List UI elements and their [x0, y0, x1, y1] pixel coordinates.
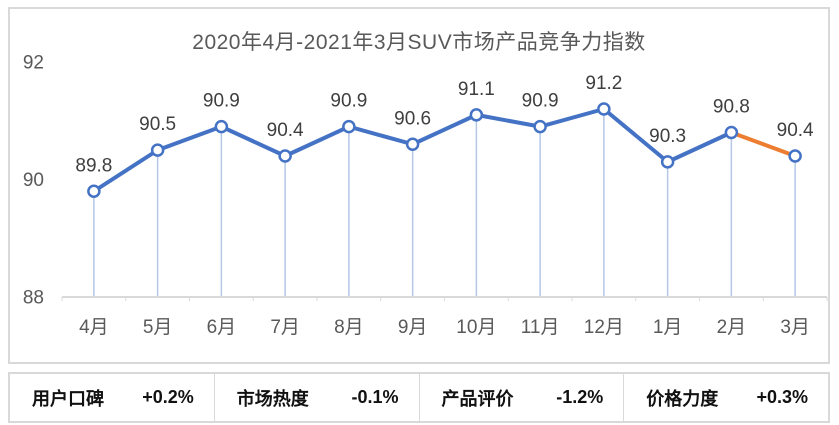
stat-cell-0: 用户口碑 +0.2% — [10, 374, 214, 421]
y-axis-label: 90 — [23, 170, 44, 191]
series-segment-highlight — [729, 130, 798, 158]
series-segment — [410, 112, 479, 147]
data-point-marker — [533, 119, 547, 134]
data-label: 90.9 — [203, 91, 240, 112]
x-axis-label: 3月 — [780, 317, 810, 338]
data-label: 89.8 — [75, 155, 112, 176]
x-axis-label: 2月 — [717, 317, 747, 338]
x-axis-label: 10月 — [456, 317, 496, 338]
stat-value: -0.1% — [351, 387, 399, 407]
stats-bar: 用户口碑 +0.2% 市场热度 -0.1% 产品评价 -1.2% 价格力度 +0.3% — [8, 372, 830, 423]
stat-label: 市场热度 — [236, 388, 309, 409]
data-label: 90.5 — [139, 114, 176, 135]
data-label: 90.6 — [394, 108, 431, 129]
stat-value: +0.2% — [142, 387, 194, 407]
line-chart-svg: 89.8 90.5 90.9 90.4 90.9 90.6 91.1 90.9 91.2 90.3… — [23, 53, 828, 338]
stat-cell-2: 产品评价 -1.2% — [418, 374, 624, 421]
stat-label: 产品评价 — [441, 388, 514, 409]
series-segment — [538, 107, 606, 129]
data-point-marker — [405, 137, 420, 151]
data-point-marker — [724, 125, 739, 140]
series-segment — [601, 107, 670, 164]
x-axis-label: 12月 — [584, 317, 624, 338]
stat-cell-3: 价格力度 +0.3% — [623, 374, 828, 421]
x-axis-label: 6月 — [207, 317, 237, 338]
data-point-marker — [150, 143, 165, 157]
data-point-marker — [278, 149, 292, 163]
series-segment — [155, 124, 224, 153]
data-point-marker — [469, 108, 484, 122]
data-label: 90.9 — [330, 91, 367, 112]
data-label: 90.3 — [649, 126, 686, 147]
x-axis-label: 4月 — [79, 317, 109, 338]
y-axis-label: 88 — [23, 288, 44, 309]
data-label: 90.9 — [522, 91, 559, 112]
data-label: 90.8 — [713, 97, 750, 118]
data-point-marker — [342, 119, 356, 134]
series-segment — [283, 124, 351, 158]
series-segment — [474, 112, 543, 129]
series-segment — [346, 124, 415, 147]
data-point-marker — [214, 119, 229, 134]
stat-label: 价格力度 — [646, 388, 719, 409]
x-axis-label: 1月 — [653, 317, 683, 338]
x-axis-label: 8月 — [334, 317, 364, 338]
chart-title: 2020年4月-2021年3月SUV市场产品竞争力指数 — [192, 31, 646, 54]
series-segment — [665, 130, 734, 164]
data-point-marker — [660, 155, 675, 169]
data-point-marker — [597, 102, 611, 116]
stat-value: -1.2% — [556, 387, 604, 407]
x-axis-label: 11月 — [521, 317, 560, 338]
data-label: 91.2 — [585, 73, 622, 94]
data-point-marker — [87, 184, 101, 198]
data-label: 90.4 — [267, 120, 304, 141]
data-point-marker — [788, 149, 802, 163]
stat-value: +0.3% — [756, 387, 808, 407]
stat-label: 用户口碑 — [32, 388, 104, 409]
data-label: 90.4 — [777, 120, 814, 141]
x-axis-label: 5月 — [143, 317, 173, 338]
stat-cell-1: 市场热度 -0.1% — [213, 374, 419, 421]
series-segment — [91, 148, 160, 194]
x-axis-label: 9月 — [398, 317, 428, 338]
data-label: 91.1 — [458, 79, 495, 100]
x-axis-label: 7月 — [270, 317, 300, 338]
y-axis-label: 92 — [23, 53, 44, 74]
series-segment — [219, 124, 288, 158]
line-chart-panel: 2020年4月-2021年3月SUV市场产品竞争力指数 89.8 90.5 90.9… — [8, 7, 830, 364]
